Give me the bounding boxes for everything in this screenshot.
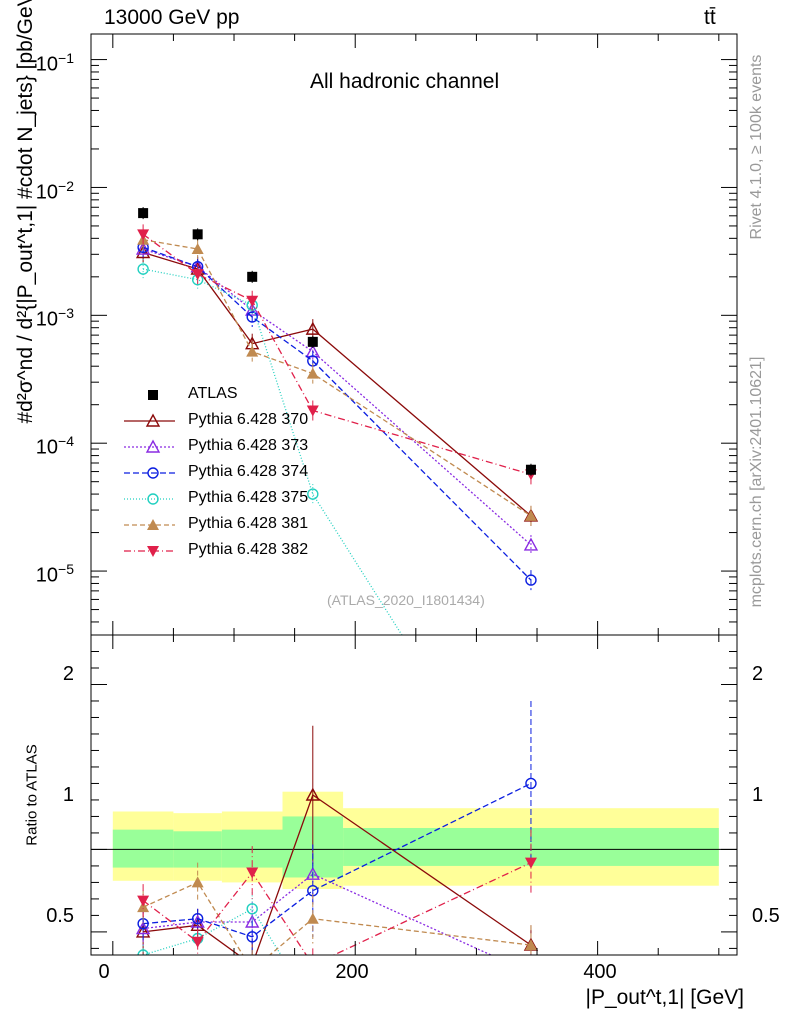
data-point-ratio — [191, 913, 204, 925]
series-line-main — [142, 248, 532, 546]
data-point-main — [525, 574, 537, 586]
y-tick-label-main: 10−2 — [35, 178, 74, 204]
y-tick-label-main: 10−4 — [35, 433, 74, 459]
data-point-ratio — [246, 903, 258, 915]
atlas-data-point — [138, 208, 149, 219]
x-axis-label: |P_out^t,1| [GeV] — [585, 986, 744, 1009]
data-point-ratio — [305, 866, 320, 880]
channel-label: All hadronic channel — [310, 70, 500, 93]
series-line-ratio — [143, 782, 532, 938]
series-line-main — [142, 268, 403, 635]
ratio-plot-frame — [90, 634, 738, 956]
legend-marker — [145, 439, 161, 453]
data-point-main — [524, 509, 537, 521]
data-point-ratio — [191, 936, 204, 948]
data-point-main — [137, 229, 150, 241]
data-point-main — [306, 367, 319, 379]
legend-label-374: Pythia 6.428 374 — [188, 463, 309, 480]
data-point-ratio — [525, 777, 537, 790]
header-collision-label: 13000 GeV pp — [104, 6, 240, 29]
x-tick-label: 0 — [98, 961, 110, 983]
legend-marker — [147, 493, 159, 505]
data-point-main — [246, 311, 258, 323]
legend-marker — [147, 519, 159, 530]
y-tick-label-main: 10−3 — [35, 305, 74, 331]
legend-label-375: Pythia 6.428 375 — [188, 489, 309, 506]
data-point-ratio — [246, 959, 258, 970]
legend-label-381: Pythia 6.428 381 — [188, 515, 309, 532]
y-tick-label-ratio: 2 — [62, 663, 74, 685]
y-tick-label-ratio-right: 1 — [752, 784, 764, 806]
series-line-ratio — [142, 881, 532, 955]
data-point-ratio — [246, 867, 259, 879]
x-tick-label: 400 — [583, 961, 617, 983]
atlas-data-point — [525, 464, 536, 475]
y-tick-label-ratio-right: 0.5 — [752, 905, 780, 927]
y-tick-label-main: 10−1 — [35, 50, 74, 76]
analysis-id-label: (ATLAS_2020_I1801434) — [327, 592, 485, 608]
y-tick-label-ratio-right: 2 — [752, 663, 764, 685]
data-point-main — [523, 537, 539, 551]
data-point-main — [246, 345, 259, 357]
data-point-main — [246, 295, 259, 307]
y-axis-label-main: #d²σ^nd / d²{|P_out^t,1| #cdot N_jets} [… — [14, 0, 37, 424]
data-point-ratio — [191, 876, 204, 888]
data-point-ratio — [526, 1008, 536, 1018]
atlas-data-point — [192, 229, 203, 240]
y-tick-label-ratio: 0.5 — [46, 905, 74, 927]
mcplots-credit-label: mcplots.cern.ch [arXiv:2401.10621] — [748, 356, 765, 608]
x-tick-label: 200 — [335, 961, 369, 983]
data-point-ratio — [524, 857, 537, 869]
data-point-ratio — [305, 787, 320, 801]
rivet-version-label: Rivet 4.1.0, ≥ 100k events — [748, 54, 765, 240]
data-point-ratio — [246, 931, 258, 943]
data-point-main — [305, 321, 320, 335]
data-point-main — [191, 243, 204, 255]
data-point-ratio — [308, 1001, 318, 1011]
atlas-data-point — [307, 336, 318, 347]
y-axis-label-ratio: Ratio to ATLAS — [23, 744, 41, 846]
data-point-ratio — [524, 939, 537, 951]
band-inner-green — [112, 829, 174, 868]
legend-label-373: Pythia 6.428 373 — [188, 437, 309, 454]
data-point-ratio — [137, 949, 149, 955]
legend-label-370: Pythia 6.428 370 — [188, 411, 309, 428]
legend-marker — [147, 546, 159, 557]
header-process-label: tt̄ — [704, 6, 716, 29]
data-point-main — [137, 263, 149, 275]
atlas-data-point — [247, 271, 258, 282]
data-point-main — [306, 405, 319, 417]
y-tick-label-ratio: 1 — [62, 784, 74, 806]
data-point-ratio — [246, 964, 258, 975]
y-tick-label-main: 10−5 — [35, 561, 74, 587]
data-point-ratio — [525, 967, 537, 978]
data-point-ratio — [306, 912, 319, 924]
data-point-ratio — [245, 914, 260, 928]
data-point-main — [191, 269, 204, 281]
legend-marker — [145, 413, 161, 427]
legend-marker — [147, 467, 159, 479]
legend-label-atlas: ATLAS — [188, 385, 238, 402]
legend-marker-atlas — [148, 390, 158, 400]
data-point-ratio — [307, 960, 319, 971]
data-point-main — [307, 488, 319, 500]
legend-label-382: Pythia 6.428 382 — [188, 541, 309, 558]
data-point-ratio — [137, 901, 150, 913]
data-point-ratio — [137, 895, 150, 907]
